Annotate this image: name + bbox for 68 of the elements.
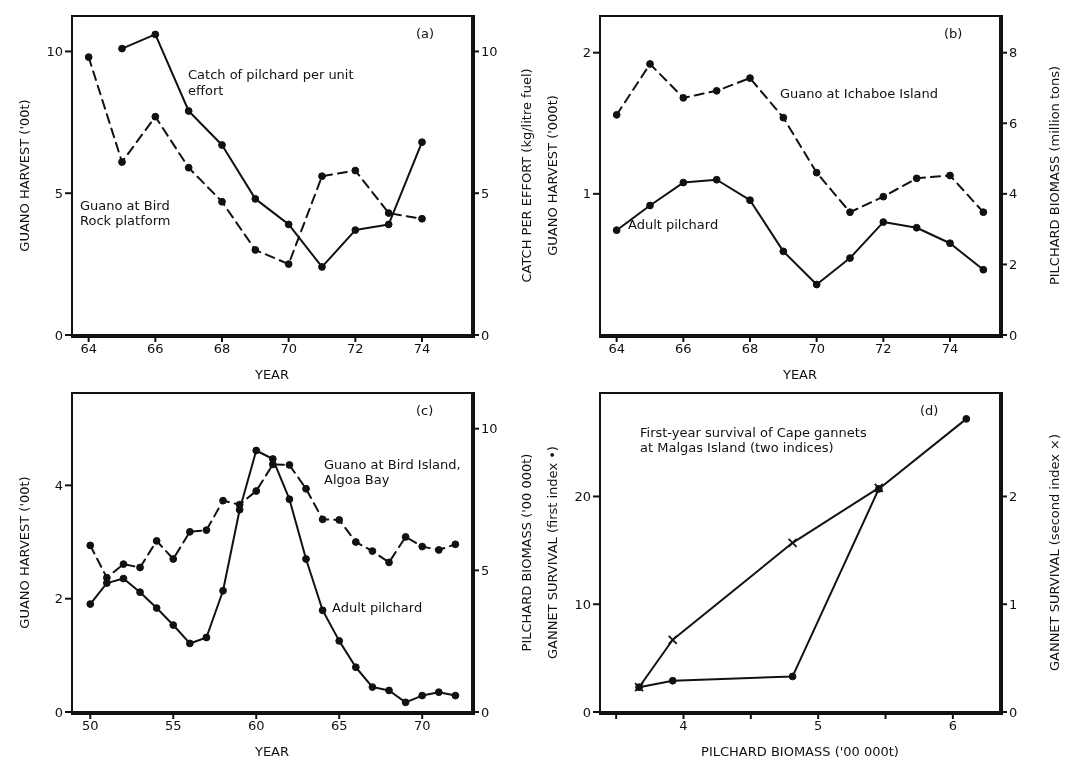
y2-tick-label: 0 [481,327,490,343]
series-label: Adult pilchard [332,600,424,616]
y-tick-label: 2 [54,591,63,607]
y-tick-label: 1 [582,186,591,202]
x-tick-label: 50 [81,718,99,734]
x-tick-label: 70 [808,341,825,357]
x-tick-label: 68 [213,341,231,357]
y2-tick-label: 8 [1009,45,1018,61]
y2-axis-title: CATCH PER EFFORT (kg/litre fuel) [518,68,534,283]
x-tick-label: 68 [741,341,759,357]
y-tick-label: 0 [54,704,63,720]
y2-tick-label: 1 [1009,596,1018,612]
y2-tick-label: 5 [481,185,490,201]
y-tick-label: 4 [54,477,63,493]
annotation: (d) [920,402,940,419]
y2-tick-label: 0 [1009,327,1018,343]
x-tick-label: 74 [941,341,959,357]
series-label: Guano at Ichaboe Island [780,86,939,102]
x-tick-label: 60 [247,718,265,734]
x-tick-label: 72 [347,341,364,357]
x-tick-label: 6 [948,718,957,734]
y2-tick-label: 0 [481,704,490,720]
x-tick-label: 70 [413,718,431,734]
y2-tick-label: 5 [481,562,490,578]
x-tick-label: 5 [814,718,823,734]
series-label: Adult pilchard [628,216,720,233]
y2-tick-label: 10 [481,421,498,437]
x-tick-label: 66 [675,341,692,357]
x-tick-label: 74 [413,341,431,357]
x-tick-label: 4 [679,718,688,734]
x-axis-title: YEAR [781,367,818,382]
y2-tick-label: 4 [1009,186,1018,202]
y2-axis-title: PILCHARD BIOMASS ('00 000t) [518,453,534,652]
y2-axis-title: GANNET SURVIVAL (second index ×) [1046,433,1062,672]
x-tick-label: 65 [330,718,348,734]
x-axis-title: YEAR [253,367,290,382]
series-label: Catch of pilchard per unit effort [188,67,355,99]
text: Guano at Bird Rock platform [80,197,172,230]
y2-tick-label: 6 [1009,115,1018,131]
y-axis-title: GUANO HARVEST ('00t) [16,476,32,629]
series-label: Guano at Bird Island, Algoa Bay [324,456,462,488]
annotation: (c) [416,402,435,419]
y-tick-label: 20 [574,489,591,505]
x-axis-title: YEAR [253,744,290,759]
y-tick-label: 0 [54,327,63,343]
y-tick-label: 10 [46,44,63,60]
x-axis-title: PILCHARD BIOMASS ('00 000t) [701,744,899,759]
annotation: (a) [416,25,436,42]
y-tick-label: 0 [582,704,591,720]
y-axis-title: GANNET SURVIVAL (first index •) [544,446,560,659]
y2-tick-label: 10 [481,44,498,60]
x-tick-label: 64 [608,341,625,357]
annotation: First-year survival of Cape gannets at Malgas Island (two indices) [640,424,868,457]
y-axis-title: GUANO HARVEST ('00t) [16,99,32,252]
y2-axis-title: PILCHARD BIOMASS (million tons) [1046,65,1062,286]
x-tick-label: 70 [280,341,297,357]
y2-tick-label: 2 [1009,489,1018,505]
x-tick-label: 64 [80,341,97,357]
x-tick-label: 72 [875,341,892,357]
y2-tick-label: 0 [1009,704,1018,720]
x-tick-label: 55 [164,718,182,734]
y-tick-label: 2 [582,45,591,61]
y-tick-label: 10 [574,596,591,612]
x-tick-label: 66 [147,341,164,357]
y-axis-title: GUANO HARVEST ('000t) [544,95,560,256]
annotation: (b) [944,25,964,42]
y-tick-label: 5 [54,185,63,201]
y2-tick-label: 2 [1009,257,1018,273]
